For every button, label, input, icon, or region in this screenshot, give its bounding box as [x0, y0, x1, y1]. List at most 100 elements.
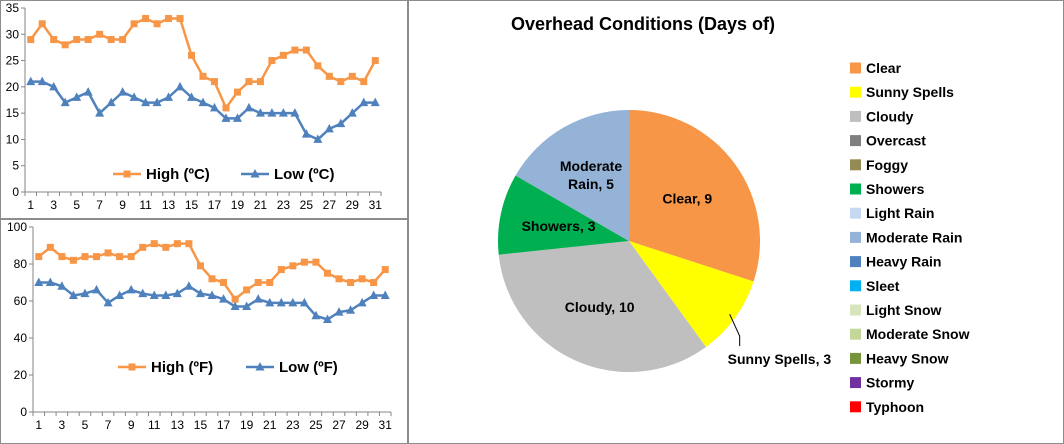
high-data-point	[27, 36, 35, 44]
low-data-point	[187, 92, 197, 101]
high-data-point	[139, 243, 147, 251]
legend-swatch-stormy	[850, 377, 861, 389]
low-data-point	[357, 297, 367, 307]
high-data-point	[69, 256, 77, 264]
high-data-point	[130, 20, 138, 28]
high-data-point	[302, 46, 310, 54]
pie-slice-cloudy	[498, 241, 706, 372]
legend-label-cloudy: Cloudy	[866, 108, 914, 124]
high-data-point	[116, 253, 124, 261]
high-data-point	[119, 36, 127, 44]
y-tick-label: 0	[12, 185, 19, 199]
x-tick-label: 9	[128, 418, 135, 432]
high-data-point	[233, 88, 241, 96]
legend-swatch-moderate-rain	[850, 231, 861, 243]
high-data-point	[185, 240, 193, 248]
sunny-spells-leader-line	[729, 313, 741, 347]
high-data-point	[35, 253, 43, 261]
legend-label-showers: Showers	[866, 181, 925, 197]
y-tick-label: 20	[6, 80, 20, 94]
legend-label-typhoon: Typhoon	[866, 399, 924, 415]
high-data-point	[153, 20, 161, 28]
high-data-point	[254, 279, 262, 286]
high-data-point	[243, 286, 251, 294]
low-data-point	[267, 108, 277, 117]
x-tick-label: 31	[369, 198, 383, 212]
low-data-point	[141, 97, 151, 107]
legend-swatch-foggy	[850, 159, 861, 171]
legend-label-clear: Clear	[866, 60, 902, 76]
legend-swatch-light-rain	[850, 207, 861, 219]
legend-label-foggy: Foggy	[866, 157, 908, 173]
high-legend-marker	[123, 170, 131, 178]
high-data-point	[360, 78, 368, 86]
y-tick-label: 100	[7, 220, 27, 234]
low-data-point	[45, 277, 55, 286]
low-data-point	[34, 277, 44, 286]
y-tick-label: 20	[14, 368, 28, 382]
high-data-point	[150, 240, 158, 248]
pie-label-sunny-spells: Sunny Spells, 3	[728, 351, 832, 367]
pie-slice-showers	[498, 175, 629, 255]
high-data-point	[81, 253, 89, 261]
x-tick-label: 19	[231, 198, 245, 212]
low-data-point	[346, 305, 356, 314]
high-legend-label: High (ºC)	[146, 166, 210, 183]
low-data-point	[95, 108, 105, 117]
low-data-point	[253, 294, 263, 303]
y-tick-label: 25	[6, 54, 20, 68]
x-tick-label: 13	[171, 418, 185, 432]
low-data-point	[311, 310, 321, 320]
low-data-point	[255, 108, 265, 117]
high-legend-label: High (ºF)	[151, 359, 213, 376]
high-data-point	[371, 57, 379, 65]
high-data-point	[188, 51, 196, 59]
low-data-point	[265, 297, 275, 307]
low-data-point	[232, 113, 242, 122]
legend-swatch-moderate-snow	[850, 328, 861, 340]
low-data-point	[334, 307, 344, 316]
low-data-point	[83, 87, 93, 96]
low-data-point	[207, 290, 217, 299]
low-data-point	[115, 290, 125, 299]
high-data-point	[199, 72, 207, 80]
x-tick-label: 5	[73, 198, 80, 212]
low-series-line	[30, 80, 376, 141]
y-tick-label: 15	[6, 106, 20, 120]
high-data-point	[370, 279, 378, 286]
low-data-point	[221, 113, 231, 122]
legend-swatch-clear	[850, 62, 861, 74]
low-data-point	[359, 97, 369, 107]
low-data-point	[49, 81, 59, 91]
x-tick-label: 1	[35, 418, 42, 432]
x-tick-label: 29	[346, 198, 360, 212]
pie-label-moderate-rain: Moderate Rain, 5	[560, 158, 622, 192]
chart-title: Overhead Conditions (Days of)	[511, 14, 775, 34]
low-data-point	[198, 97, 208, 107]
low-data-point	[370, 97, 380, 107]
high-data-point	[325, 72, 333, 80]
x-tick-label: 7	[96, 198, 103, 212]
low-data-point	[26, 76, 36, 86]
x-tick-label: 23	[286, 418, 300, 432]
low-data-point	[313, 134, 323, 143]
x-tick-label: 31	[379, 418, 393, 432]
low-data-point	[195, 288, 205, 298]
low-data-point	[60, 97, 70, 107]
high-data-point	[381, 266, 389, 274]
low-data-point	[347, 108, 357, 117]
low-legend-marker	[250, 169, 260, 178]
legend-swatch-overcast	[850, 135, 861, 147]
legend-swatch-cloudy	[850, 110, 861, 122]
low-data-point	[369, 290, 379, 299]
high-data-point	[277, 266, 285, 274]
low-data-point	[57, 281, 67, 290]
high-data-point	[300, 258, 308, 266]
legend-label-overcast: Overcast	[866, 133, 926, 149]
low-data-point	[209, 102, 219, 112]
x-tick-label: 11	[139, 198, 152, 212]
high-data-point	[162, 243, 170, 251]
y-tick-label: 35	[6, 1, 20, 15]
low-data-point	[278, 108, 288, 117]
